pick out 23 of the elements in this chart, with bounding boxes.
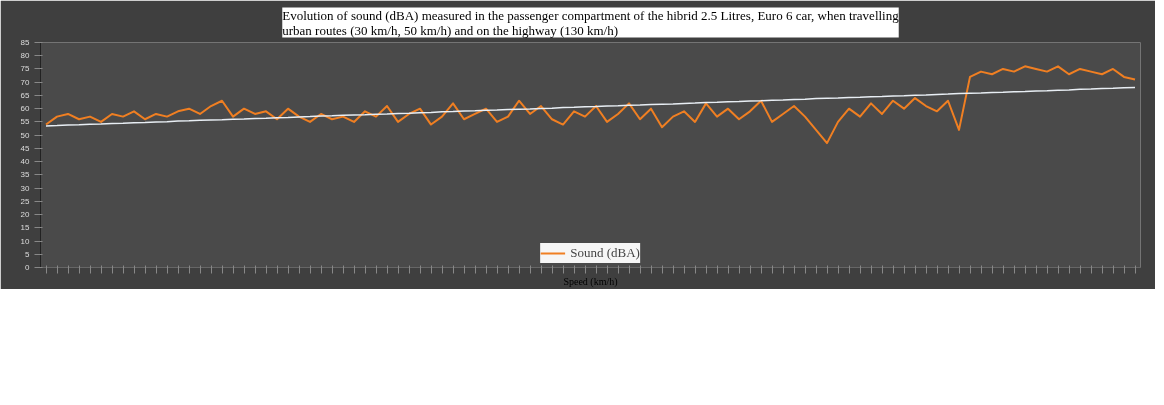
y-tick-label: 45: [20, 143, 31, 153]
chart-title: Evolution of sound (dBA) measured in the passenger compartment of the hibrid 2.5 Litres, Euro 6 car, when travelling urban routes (30 km/h, 50 km/h) and on the highway (130 km/h): [282, 7, 900, 38]
x-axis-title: Speed (km/h): [563, 275, 618, 288]
y-tick-label: 65: [20, 90, 31, 100]
y-tick-label: 35: [20, 170, 31, 180]
y-tick-label: 50: [20, 130, 31, 140]
line-series: [45, 86, 1136, 127]
y-tick-label: 70: [20, 77, 31, 87]
y-tick-label: 85: [20, 38, 31, 47]
y-tick-label: 0: [25, 263, 31, 272]
y-tick-label: 75: [20, 64, 31, 74]
y-tick-label: 15: [20, 223, 31, 233]
legend-label: Sound (dBA): [570, 245, 640, 261]
y-tick-label: 25: [20, 196, 31, 206]
y-tick-label: 20: [20, 210, 31, 220]
y-tick-label: 30: [20, 183, 31, 193]
y-tick-label: 10: [20, 236, 31, 246]
line-series: [45, 65, 1136, 145]
y-tick-label: 55: [20, 117, 31, 127]
y-tick-label: 5: [25, 249, 31, 259]
y-tick-label: 40: [20, 157, 31, 167]
y-tick-label: 60: [20, 104, 31, 114]
y-tick-label: 80: [20, 51, 31, 61]
